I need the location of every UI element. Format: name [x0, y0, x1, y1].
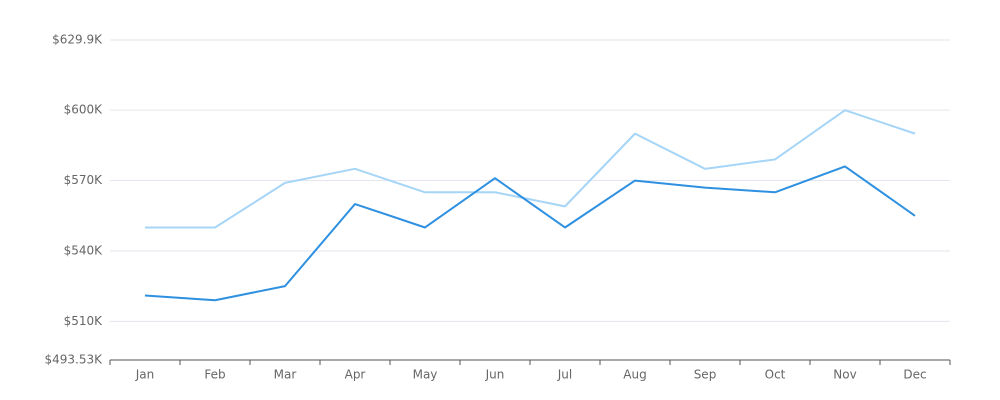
x-tick-label: Apr [345, 368, 366, 382]
series-line [145, 109, 916, 229]
y-tick-label: $510K [64, 314, 104, 328]
y-tick-label: $493.53K [45, 353, 104, 367]
series-line [144, 165, 916, 302]
x-tick-label: Jun [485, 368, 505, 382]
x-tick-label: Mar [274, 368, 297, 382]
x-tick-label: May [413, 368, 438, 382]
x-tick-label: Sep [694, 368, 717, 382]
x-tick-label: Jul [557, 368, 572, 382]
x-tick-label: Nov [833, 368, 856, 382]
y-tick-label: $600K [64, 103, 104, 117]
x-tick-label: Dec [903, 368, 926, 382]
x-tick-label: Feb [204, 368, 225, 382]
y-tick-label: $540K [64, 243, 104, 257]
x-tick-label: Aug [623, 368, 646, 382]
x-tick-label: Oct [765, 368, 786, 382]
y-tick-label: $629.9K [52, 33, 103, 47]
x-tick-label: Jan [135, 368, 155, 382]
y-tick-label: $570K [64, 173, 104, 187]
